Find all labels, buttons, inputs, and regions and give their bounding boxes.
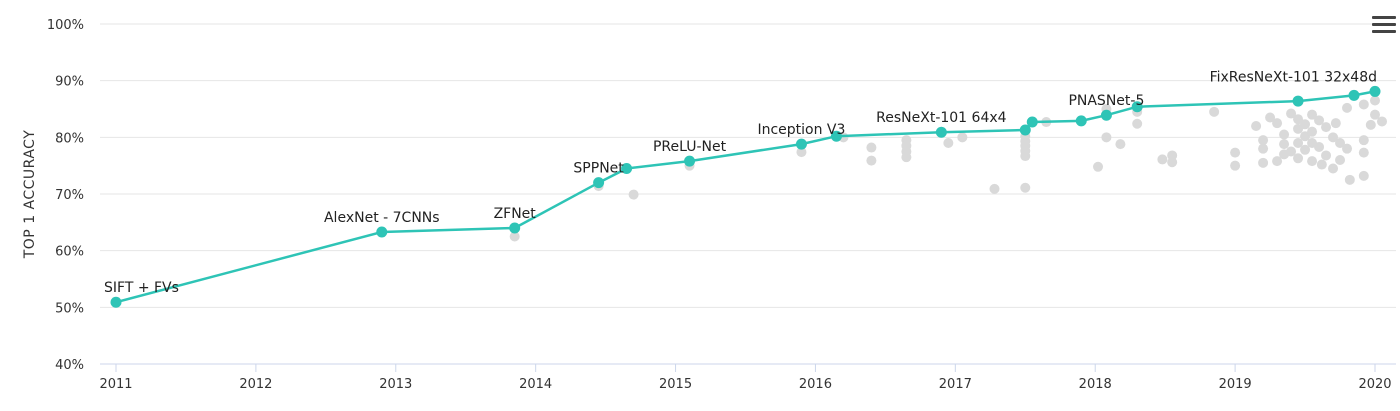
sota-point[interactable] (1349, 90, 1360, 101)
sota-point[interactable] (111, 297, 122, 308)
y-tick-label: 100% (47, 18, 84, 33)
sota-point[interactable] (1293, 96, 1304, 107)
y-tick-label: 70% (55, 188, 84, 203)
other-model-point[interactable] (1317, 160, 1327, 170)
sota-point[interactable] (1370, 86, 1381, 97)
other-model-point[interactable] (1115, 139, 1125, 149)
model-label: SIFT + FVs (104, 280, 179, 296)
other-model-point[interactable] (1093, 162, 1103, 172)
other-model-point[interactable] (1286, 147, 1296, 157)
other-model-point[interactable] (1265, 113, 1275, 123)
grid-lines (100, 24, 1396, 364)
model-label: ZFNet (494, 206, 537, 222)
model-label: PReLU-Net (653, 139, 727, 155)
other-model-point[interactable] (1342, 144, 1352, 154)
sota-point[interactable] (936, 127, 947, 138)
other-model-point[interactable] (943, 138, 953, 148)
other-model-point[interactable] (1342, 103, 1352, 113)
sota-point[interactable] (376, 226, 387, 237)
other-model-point[interactable] (990, 184, 1000, 194)
other-model-point[interactable] (1132, 119, 1142, 129)
menu-bar (1372, 30, 1396, 33)
other-model-point[interactable] (1209, 107, 1219, 117)
y-axis-tick-labels: 40% 50% 60% 70% 80% 90% 100% (47, 18, 84, 373)
other-model-point[interactable] (1251, 121, 1261, 131)
y-tick-label: 40% (55, 358, 84, 373)
other-model-point[interactable] (957, 132, 967, 142)
model-label: Inception V3 (757, 122, 845, 138)
other-model-point[interactable] (901, 152, 911, 162)
other-model-point[interactable] (1377, 116, 1387, 126)
x-tick-label: 2012 (239, 377, 272, 392)
sota-point[interactable] (593, 177, 604, 188)
other-model-point[interactable] (1335, 155, 1345, 165)
sota-point[interactable] (684, 156, 695, 167)
hamburger-menu-icon[interactable] (1372, 16, 1396, 38)
other-model-point[interactable] (1359, 148, 1369, 158)
model-label: SPPNet (573, 161, 624, 177)
y-tick-label: 50% (55, 301, 84, 316)
model-label: ResNeXt-101 64x4 (876, 110, 1006, 126)
other-model-point[interactable] (1258, 158, 1268, 168)
sota-line (116, 91, 1375, 302)
other-model-point[interactable] (1307, 156, 1317, 166)
other-model-point[interactable] (1307, 127, 1317, 137)
menu-bar (1372, 23, 1396, 26)
other-model-point[interactable] (1345, 175, 1355, 185)
other-model-point[interactable] (1359, 171, 1369, 181)
other-model-point[interactable] (1230, 161, 1240, 171)
x-tick-label: 2018 (1079, 377, 1112, 392)
y-tick-label: 60% (55, 245, 84, 260)
other-model-point[interactable] (1366, 120, 1376, 130)
model-annotations: SIFT + FVs AlexNet - 7CNNs ZFNet SPPNet PReL… (104, 69, 1377, 296)
other-model-point[interactable] (866, 143, 876, 153)
x-tick-label: 2014 (519, 377, 552, 392)
other-model-point[interactable] (629, 190, 639, 200)
other-model-point[interactable] (866, 156, 876, 166)
other-model-point[interactable] (1258, 144, 1268, 154)
x-tick-label: 2016 (799, 377, 832, 392)
model-label: AlexNet - 7CNNs (324, 210, 440, 226)
sota-point[interactable] (796, 139, 807, 150)
other-model-point[interactable] (1331, 118, 1341, 128)
menu-bar (1372, 16, 1396, 19)
x-axis: 2011 2012 2013 2014 2015 2016 2017 2018 2019 2020 (99, 364, 1396, 392)
sota-point[interactable] (509, 223, 520, 234)
x-tick-label: 2020 (1358, 377, 1391, 392)
other-model-point[interactable] (1321, 150, 1331, 160)
y-tick-label: 80% (55, 131, 84, 146)
y-tick-label: 90% (55, 75, 84, 90)
sota-point[interactable] (1076, 115, 1087, 126)
other-model-point[interactable] (1359, 135, 1369, 145)
other-model-point[interactable] (1370, 96, 1380, 106)
other-model-point[interactable] (1328, 164, 1338, 174)
other-model-point[interactable] (1279, 130, 1289, 140)
y-axis-label: TOP 1 ACCURACY (22, 130, 38, 260)
state-of-the-art-series (111, 86, 1381, 308)
model-label: PNASNet-5 (1068, 93, 1144, 109)
other-model-point[interactable] (1279, 139, 1289, 149)
x-tick-label: 2017 (939, 377, 972, 392)
x-tick-label: 2015 (659, 377, 692, 392)
other-model-point[interactable] (1272, 156, 1282, 166)
other-model-point[interactable] (1157, 154, 1167, 164)
sota-point[interactable] (1027, 117, 1038, 128)
other-model-point[interactable] (1167, 157, 1177, 167)
x-tick-label: 2011 (99, 377, 132, 392)
other-model-point[interactable] (1314, 142, 1324, 152)
model-label: FixResNeXt-101 32x48d (1210, 69, 1377, 85)
x-tick-label: 2019 (1219, 377, 1252, 392)
other-model-point[interactable] (1321, 122, 1331, 132)
sota-point[interactable] (1101, 110, 1112, 121)
other-model-point[interactable] (1101, 132, 1111, 142)
other-model-point[interactable] (1300, 119, 1310, 129)
other-model-point[interactable] (1230, 148, 1240, 158)
other-model-point[interactable] (1020, 183, 1030, 193)
x-tick-label: 2013 (379, 377, 412, 392)
other-model-point[interactable] (1359, 99, 1369, 109)
